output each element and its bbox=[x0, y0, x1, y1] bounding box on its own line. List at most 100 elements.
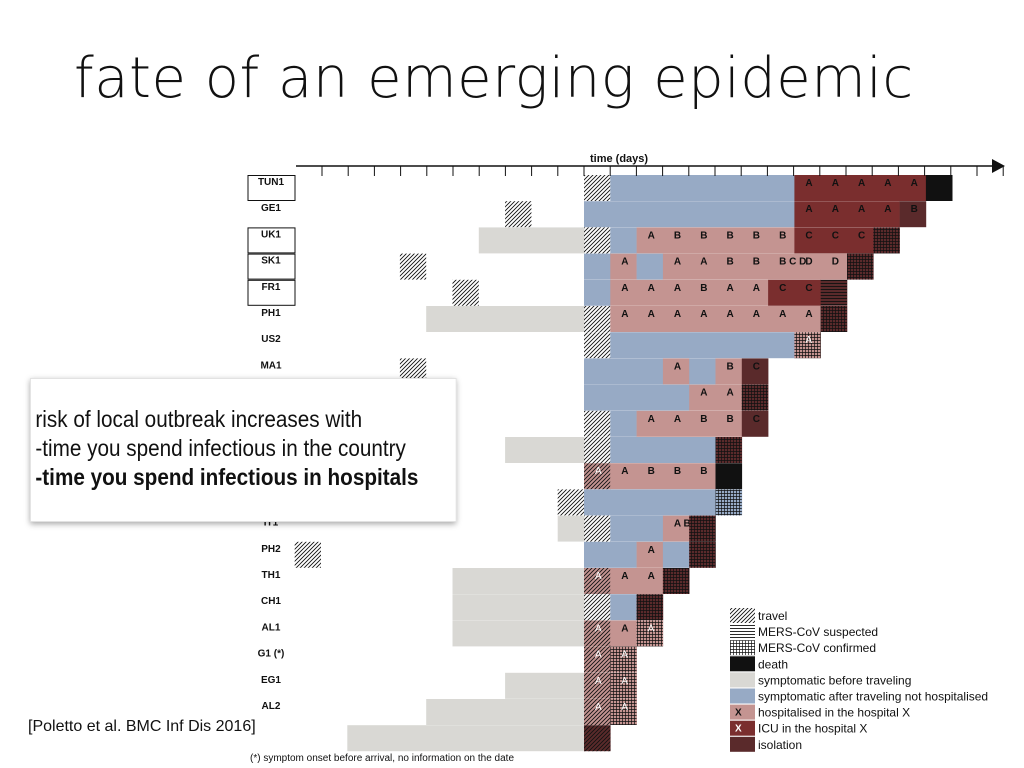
patient-row bbox=[557, 489, 743, 516]
legend-marker: X bbox=[735, 724, 742, 735]
legend-swatch-death bbox=[730, 656, 755, 672]
segment-hospitalised bbox=[689, 384, 743, 411]
segment-hospitalised bbox=[662, 358, 690, 385]
legend-swatch-confirmed bbox=[730, 640, 755, 656]
patient-row: IT1 A B bbox=[264, 515, 716, 542]
hospital-letter: A bbox=[727, 388, 734, 399]
segment-hospitalised bbox=[636, 541, 664, 568]
segment-symptomatic-before bbox=[557, 515, 585, 542]
citation: [Poletto et al. BMC Inf Dis 2016] bbox=[28, 718, 256, 735]
patient-row: TUN1 A A A A A bbox=[247, 175, 953, 201]
row-label: AL2 bbox=[262, 701, 281, 712]
segment-isolation bbox=[741, 358, 769, 385]
row-label: MA1 bbox=[260, 360, 282, 371]
hospital-letter: A bbox=[648, 283, 655, 294]
segment-overlay-hatch bbox=[584, 568, 611, 594]
segment-overlay-grid bbox=[610, 699, 637, 725]
row-label-box bbox=[247, 175, 296, 201]
segment-symptomatic-after bbox=[610, 410, 637, 437]
segment-symptomatic-before bbox=[452, 568, 585, 594]
patient-row: UK1 A B B B B B C C C bbox=[247, 227, 900, 254]
patient-row: FR1 A A A B A A C C bbox=[247, 279, 848, 306]
hospital-letter: A bbox=[805, 335, 812, 346]
hospital-letter: C bbox=[753, 361, 760, 372]
patient-row: PH1 A A A A A A A A bbox=[261, 306, 848, 332]
legend-swatch-travel bbox=[730, 608, 755, 623]
segment-hospitalised bbox=[662, 515, 690, 542]
legend-label: symptomatic before traveling bbox=[758, 673, 911, 687]
segment-symptomatic-after bbox=[689, 358, 716, 385]
row-label: PH2 bbox=[261, 544, 281, 555]
segment-symptomatic-before bbox=[505, 672, 585, 699]
segment-overlay-hatch bbox=[584, 463, 611, 490]
row-label: US2 bbox=[261, 334, 281, 345]
hospital-letter: B bbox=[727, 257, 734, 268]
legend-swatch-hospitalised bbox=[730, 704, 755, 720]
segment-overlay-hatch bbox=[584, 699, 611, 725]
hospital-letter: A bbox=[832, 178, 839, 189]
row-label: G1 (*) bbox=[258, 649, 285, 660]
segment-travel bbox=[294, 541, 321, 568]
row-label: TH1 bbox=[262, 570, 281, 581]
segment-travel bbox=[584, 306, 611, 332]
segment-overlay-hlines bbox=[820, 279, 847, 306]
segment-overlay-grid bbox=[636, 620, 663, 647]
legend: travel MERS-CoV suspected MERS-CoV confirm… bbox=[730, 608, 988, 752]
patient-row: US2 A bbox=[261, 332, 821, 359]
segment-icu bbox=[794, 227, 874, 254]
hospital-letter: B bbox=[753, 257, 760, 268]
hospital-letter: A bbox=[674, 361, 681, 372]
hospital-letter: A bbox=[595, 571, 602, 582]
legend-label: isolation bbox=[758, 738, 802, 752]
hospital-letter: A bbox=[753, 309, 760, 320]
legend-swatch-symptomatic-after bbox=[730, 688, 755, 704]
segment-symptomatic-before bbox=[347, 725, 585, 752]
hospital-letter: A bbox=[648, 230, 655, 241]
hospital-letter: A bbox=[648, 545, 655, 556]
hospital-letter: B bbox=[700, 283, 707, 294]
segment-travel bbox=[584, 515, 611, 542]
row-label: GE1 bbox=[261, 203, 281, 214]
hospital-letter: C bbox=[753, 414, 760, 425]
segment-travel bbox=[399, 253, 427, 280]
segment-hospitalised bbox=[636, 227, 795, 254]
hospital-letter: A bbox=[621, 257, 628, 268]
hospital-letter: B bbox=[727, 361, 734, 372]
segment-symptomatic-before bbox=[452, 594, 585, 621]
segment-symptomatic-after bbox=[610, 227, 637, 254]
hospital-letter: A bbox=[884, 178, 891, 189]
hospital-letter: B bbox=[779, 230, 786, 241]
hospital-letter: B bbox=[674, 466, 681, 477]
segment-overlay-grid bbox=[662, 568, 690, 594]
segment-overlay-grid bbox=[794, 332, 821, 359]
segment-overlay-hatch bbox=[584, 725, 611, 752]
segment-symptomatic-after bbox=[584, 279, 611, 306]
hospital-letter: A bbox=[674, 257, 681, 268]
segment-travel bbox=[584, 227, 611, 254]
hospital-letter: A bbox=[595, 676, 602, 687]
segment-hospitalised bbox=[610, 253, 637, 280]
row-label: UK1 bbox=[261, 229, 281, 240]
hospital-letter: A bbox=[700, 388, 707, 399]
callout-line-3: -time you spend infectious in hospitals bbox=[35, 464, 419, 490]
segment-travel bbox=[557, 489, 584, 516]
row-label-box bbox=[247, 227, 296, 254]
hospital-letter: B bbox=[700, 230, 707, 241]
segment-travel bbox=[452, 279, 479, 306]
hospital-letter: A bbox=[595, 623, 602, 634]
hospital-letter: A bbox=[805, 204, 812, 215]
segment-symptomatic-after bbox=[610, 515, 664, 542]
hospital-letter: B bbox=[700, 466, 707, 477]
segment-overlay-hatch bbox=[584, 672, 611, 699]
hospital-letter: A bbox=[858, 204, 865, 215]
row-label-box bbox=[247, 279, 296, 306]
hospital-letter: B bbox=[911, 204, 918, 215]
segment-symptomatic-before bbox=[426, 699, 585, 725]
hospital-letter: A bbox=[621, 309, 628, 320]
segment-symptomatic-before bbox=[452, 620, 585, 647]
hospital-letter: A bbox=[753, 283, 760, 294]
hospital-letter: A bbox=[621, 466, 628, 477]
segment-overlay-grid bbox=[689, 541, 716, 568]
